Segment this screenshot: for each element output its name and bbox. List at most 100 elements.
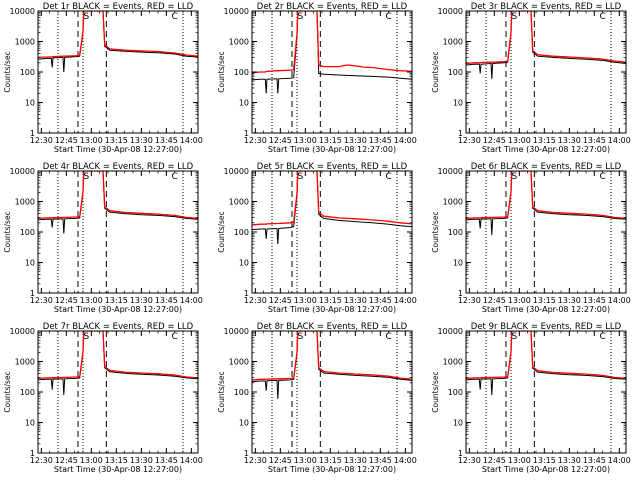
y-axis-label: Counts/sec — [431, 51, 440, 92]
x-tick-label: 14:00 — [608, 136, 631, 145]
plot-frame — [465, 330, 627, 454]
y-tick-label: 1 — [244, 449, 249, 458]
x-tick-label: 12:45 — [55, 456, 78, 465]
x-tick-label: 12:45 — [483, 136, 506, 145]
y-tick-label: 1000 — [15, 198, 35, 207]
x-axis-label: Start Time (30-Apr-08 12:27:00) — [54, 465, 182, 474]
plot-frame — [251, 10, 413, 134]
y-axis-label: Counts/sec — [217, 51, 226, 92]
x-tick-label: 13:15 — [533, 456, 556, 465]
x-tick-label: 12:30 — [244, 136, 267, 145]
x-tick-label: 12:30 — [30, 296, 53, 305]
y-axis-label: Counts/sec — [217, 371, 226, 412]
series-lld-line — [466, 331, 626, 380]
y-tick-label: 10 — [453, 259, 463, 268]
marker-c: C — [600, 332, 606, 342]
y-tick-label: 10000 — [10, 7, 35, 16]
y-tick-label: 1 — [244, 129, 249, 138]
y-tick-label: 1 — [30, 449, 35, 458]
y-tick-label: 1000 — [15, 38, 35, 47]
y-tick-label: 1 — [458, 129, 463, 138]
x-tick-label: 12:30 — [30, 456, 53, 465]
y-tick-label: 100 — [234, 228, 249, 237]
x-tick-label: 13:15 — [105, 136, 128, 145]
marker-c: C — [172, 12, 178, 22]
y-tick-label: 10000 — [438, 327, 463, 336]
x-tick-label: 13:30 — [130, 136, 153, 145]
y-tick-label: 1000 — [229, 38, 249, 47]
marker-s: S — [511, 332, 517, 342]
series-lld-line — [38, 11, 198, 59]
x-tick-label: 13:15 — [533, 296, 556, 305]
marker-c: C — [386, 332, 392, 342]
y-axis-label: Counts/sec — [3, 51, 12, 92]
chart-panel-2: 1 10 100 1000 10000 12:30 12:45 13:00 13:15 13:30… — [217, 2, 417, 154]
y-axis-label: Counts/sec — [431, 211, 440, 252]
x-axis-label: Start Time (30-Apr-08 12:27:00) — [482, 145, 610, 154]
marker-s: S — [511, 172, 517, 182]
x-tick-label: 13:00 — [80, 136, 103, 145]
marker-c: C — [386, 172, 392, 182]
plot-frame — [37, 330, 199, 454]
y-tick-label: 10000 — [438, 7, 463, 16]
x-tick-label: 13:30 — [344, 456, 367, 465]
y-tick-label: 1 — [30, 289, 35, 298]
plot-frame — [465, 170, 627, 294]
x-axis-label: Start Time (30-Apr-08 12:27:00) — [482, 305, 610, 314]
x-tick-label: 12:45 — [269, 136, 292, 145]
x-tick-label: 13:30 — [130, 456, 153, 465]
x-tick-label: 13:45 — [583, 296, 606, 305]
x-axis-label: Start Time (30-Apr-08 12:27:00) — [268, 305, 396, 314]
y-axis-label: Counts/sec — [3, 211, 12, 252]
y-tick-label: 10000 — [10, 167, 35, 176]
x-tick-label: 13:30 — [344, 296, 367, 305]
chart-title: Det 6r BLACK = Events, RED = LLD — [471, 162, 622, 172]
x-tick-label: 14:00 — [180, 456, 203, 465]
x-tick-label: 13:00 — [508, 456, 531, 465]
y-tick-label: 100 — [20, 388, 35, 397]
x-tick-label: 13:45 — [155, 136, 178, 145]
y-axis-label: Counts/sec — [431, 371, 440, 412]
x-tick-label: 12:30 — [458, 296, 481, 305]
y-tick-label: 1000 — [443, 38, 463, 47]
y-tick-label: 100 — [234, 68, 249, 77]
x-axis-label: Start Time (30-Apr-08 12:27:00) — [268, 145, 396, 154]
x-tick-label: 13:15 — [319, 136, 342, 145]
y-tick-label: 1 — [458, 289, 463, 298]
x-tick-label: 13:45 — [369, 296, 392, 305]
chart-panel-8: 1 10 100 1000 10000 12:30 12:45 13:00 13:15 13:30… — [217, 322, 417, 474]
x-tick-label: 13:45 — [369, 136, 392, 145]
x-tick-label: 13:15 — [105, 296, 128, 305]
y-tick-label: 1 — [458, 449, 463, 458]
chart-panel-4: 1 10 100 1000 10000 12:30 12:45 13:00 13:15 13:30… — [3, 162, 203, 314]
x-axis-label: Start Time (30-Apr-08 12:27:00) — [268, 465, 396, 474]
y-tick-label: 1000 — [229, 358, 249, 367]
x-tick-label: 13:15 — [319, 456, 342, 465]
x-tick-label: 13:00 — [80, 456, 103, 465]
plot-frame — [37, 170, 199, 294]
x-tick-label: 13:45 — [155, 296, 178, 305]
x-tick-label: 12:45 — [269, 456, 292, 465]
series-lld-line — [252, 331, 412, 381]
x-tick-label: 13:45 — [583, 136, 606, 145]
marker-s: S — [511, 12, 517, 22]
y-tick-label: 10 — [239, 419, 249, 428]
y-tick-label: 10000 — [224, 7, 249, 16]
y-tick-label: 10 — [25, 259, 35, 268]
y-tick-label: 10 — [239, 259, 249, 268]
x-tick-label: 13:45 — [155, 456, 178, 465]
x-tick-label: 12:30 — [244, 456, 267, 465]
chart-panel-6: 1 10 100 1000 10000 12:30 12:45 13:00 13:15 13:30… — [431, 162, 631, 314]
plot-frame — [251, 170, 413, 294]
series-lld-line — [466, 171, 626, 220]
plot-frame — [465, 10, 627, 134]
chart-panel-3: 1 10 100 1000 10000 12:30 12:45 13:00 13:15 13:30… — [431, 2, 631, 154]
x-tick-label: 12:45 — [483, 296, 506, 305]
x-tick-label: 13:15 — [533, 136, 556, 145]
series-events-line — [252, 11, 412, 94]
plot-frame — [37, 10, 199, 134]
x-tick-label: 13:30 — [558, 136, 581, 145]
chart-title: Det 5r BLACK = Events, RED = LLD — [257, 162, 408, 172]
